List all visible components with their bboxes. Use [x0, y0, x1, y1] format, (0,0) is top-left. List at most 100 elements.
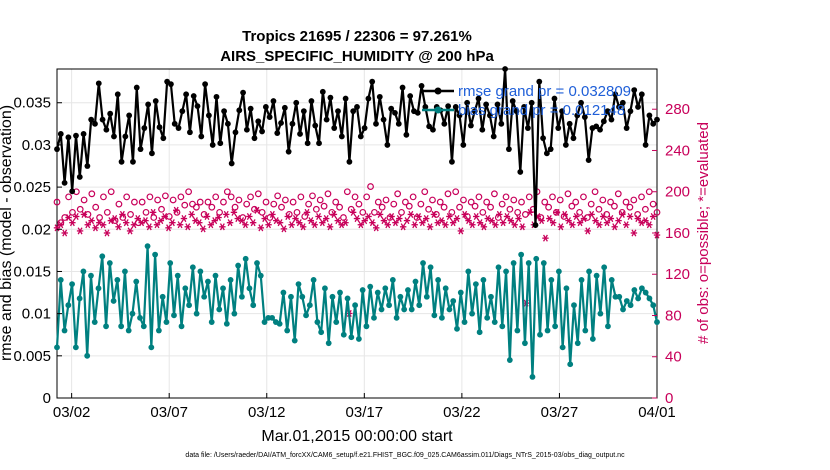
possible-marker — [200, 211, 208, 218]
evaluated-marker — [203, 212, 211, 221]
evaluated-marker — [169, 219, 176, 227]
possible-marker — [386, 214, 394, 221]
possible-marker — [591, 188, 599, 196]
evaluated-marker — [226, 219, 234, 227]
possible-marker — [347, 205, 355, 213]
possible-marker — [150, 214, 158, 221]
series-point — [395, 120, 402, 127]
x-axis-ticks: 03/02 03/07 03/12 03/17 03/22 03/27 04/01 — [53, 393, 676, 421]
series-point — [141, 125, 148, 131]
series-point — [240, 89, 246, 96]
x-axis-label: Mar.01,2015 00:00:00 start — [261, 428, 453, 445]
evaluated-marker — [76, 227, 84, 235]
series-point — [300, 108, 307, 115]
series-point — [193, 310, 200, 317]
evaluated-marker — [426, 223, 434, 231]
possible-marker — [278, 203, 285, 211]
series-point — [544, 327, 551, 334]
possible-marker — [456, 203, 463, 211]
series-point — [325, 340, 332, 347]
series-point — [452, 104, 459, 110]
possible-marker — [131, 198, 138, 206]
series-point — [373, 120, 379, 127]
series-point — [291, 337, 298, 344]
possible-marker — [266, 214, 274, 221]
series-point — [254, 260, 260, 266]
series-point — [389, 276, 396, 283]
y-axis-label: rmse and bias (model - observation) — [0, 105, 15, 361]
possible-marker — [208, 203, 216, 211]
evaluated-marker — [369, 219, 376, 227]
possible-marker — [165, 213, 173, 220]
x-tick-label: 03/07 — [150, 404, 188, 421]
possible-marker — [127, 211, 134, 218]
series-point — [220, 285, 226, 292]
series-point — [198, 133, 205, 140]
possible-marker — [398, 208, 405, 216]
series-point — [441, 120, 448, 127]
possible-marker — [394, 190, 402, 198]
evaluated-marker — [511, 221, 518, 229]
possible-marker — [254, 190, 262, 198]
possible-marker — [417, 200, 425, 208]
series-point — [403, 131, 410, 138]
possible-marker — [568, 202, 576, 210]
series-point — [355, 336, 362, 342]
possible-marker — [618, 208, 626, 216]
series-point — [484, 314, 491, 321]
series-point — [475, 95, 482, 102]
possible-marker — [429, 196, 436, 204]
possible-marker — [525, 193, 533, 201]
possible-marker — [518, 198, 525, 206]
series-point — [103, 323, 109, 330]
series-point — [125, 327, 132, 334]
series-point — [567, 361, 574, 368]
series-point — [319, 88, 326, 95]
series-point — [155, 327, 162, 334]
series-point — [236, 107, 243, 114]
series-point — [208, 319, 215, 325]
series-point — [280, 289, 287, 296]
evaluated-marker — [542, 234, 549, 242]
y-tick-label: 0.03 — [22, 137, 51, 154]
possible-marker — [169, 196, 177, 204]
series-point — [532, 222, 539, 228]
possible-marker — [378, 203, 386, 211]
possible-marker — [262, 198, 270, 206]
series-point — [555, 268, 562, 275]
evaluated-marker — [199, 225, 207, 233]
possible-marker — [351, 193, 359, 201]
possible-marker — [432, 211, 440, 218]
series-point — [426, 123, 433, 130]
series-point — [397, 293, 404, 300]
series-point — [571, 302, 577, 309]
series-point — [367, 283, 374, 290]
series-point — [503, 268, 509, 275]
series-point — [454, 325, 460, 332]
evaluated-marker — [453, 215, 461, 223]
evaluated-marker — [519, 223, 526, 231]
evaluated-marker — [126, 227, 134, 235]
chart-title-line2: AIRS_SPECIFIC_HUMIDITY @ 200 hPa — [220, 48, 494, 65]
series-point — [407, 93, 414, 99]
series-point — [156, 124, 163, 131]
evaluated-marker — [473, 212, 480, 221]
possible-marker — [115, 200, 123, 208]
series-point — [547, 146, 554, 153]
series-point — [295, 281, 302, 288]
series-point — [525, 260, 532, 266]
evaluated-marker — [615, 217, 622, 225]
series-point — [257, 272, 264, 279]
series-point — [589, 336, 596, 342]
series-point — [293, 99, 300, 106]
series-point — [76, 174, 83, 180]
possible-marker — [138, 198, 146, 206]
series-point — [384, 142, 391, 148]
right-y-tick-label: 120 — [665, 266, 690, 283]
possible-marker — [96, 214, 103, 221]
possible-marker — [425, 205, 433, 213]
series-point — [137, 314, 143, 321]
series-point — [69, 188, 76, 195]
possible-marker — [444, 190, 452, 198]
evaluated-marker — [361, 217, 368, 225]
